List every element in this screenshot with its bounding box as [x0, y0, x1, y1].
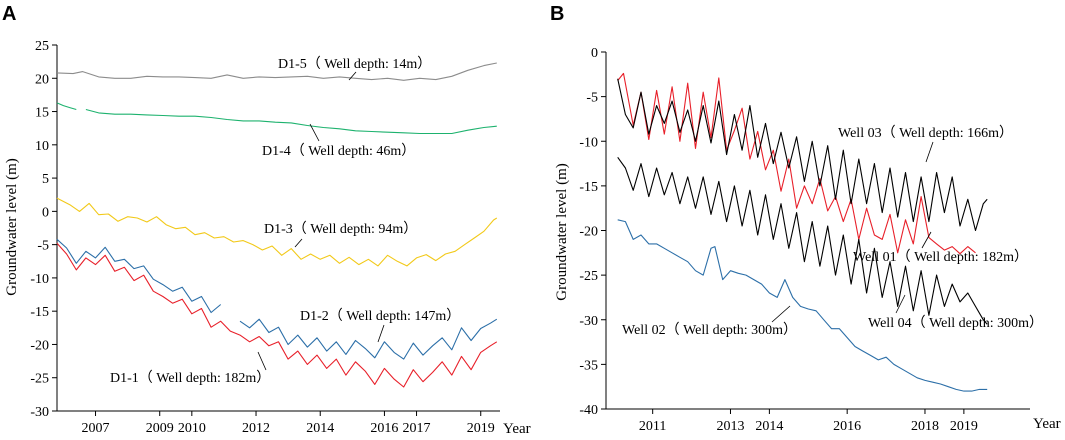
- panel-a-ytick-label: 10: [35, 139, 49, 154]
- panel-b-xtick-label: 2013: [716, 419, 744, 434]
- panel-a-xtick-label: 2019: [467, 421, 495, 436]
- panel-b-yticks: 0 -5 -10 -15 -20 -25 -30 -35 -40: [579, 46, 606, 418]
- panel-a-yticks: 25 20 15 10 5 0 -5 -10 -15 -20 -25 -30: [30, 39, 57, 420]
- panel-a-ytick-label: -5: [37, 239, 49, 254]
- panel-a-xtick-label: 2017: [403, 421, 431, 436]
- panel-a-xtick-label: 2016: [370, 421, 398, 436]
- panel-label-b: B: [550, 3, 564, 25]
- panel-b-ytick-label: -15: [579, 180, 598, 195]
- panel-b-ytick-label: -35: [579, 358, 598, 373]
- series-line-well-02: [617, 219, 988, 392]
- panel-a-ytick-label: -10: [30, 272, 49, 287]
- panel-a-ytick-label: 0: [42, 205, 49, 220]
- panel-a: A Groundwater level (m) Year 25 20 15 10 5 0 -…: [2, 3, 531, 437]
- panel-a-lines: [56, 62, 498, 388]
- series-line-d1-4: [56, 102, 77, 111]
- panel-a-ytick-label: 5: [42, 172, 49, 187]
- panel-a-ytick-label: -30: [30, 405, 49, 420]
- panel-a-xtick-label: 2007: [82, 421, 110, 436]
- well-03-leader: [925, 141, 934, 163]
- panel-a-ytick-label: 25: [35, 39, 49, 54]
- d1-2-annotation: D1-2（ Well depth: 147m）: [300, 308, 460, 324]
- panel-a-xtick-label: 2009: [146, 421, 174, 436]
- panel-b-xtick-label: 2019: [950, 419, 978, 434]
- panel-a-ytick-label: 20: [35, 72, 49, 87]
- panel-b-xtick-label: 2018: [911, 419, 939, 434]
- well-01-leader: [921, 231, 932, 249]
- series-line-d1-1: [56, 242, 498, 388]
- panel-b-xtick-label: 2016: [833, 419, 861, 434]
- panel-label-a: A: [2, 3, 16, 25]
- panel-a-ytick-label: -20: [30, 338, 49, 353]
- series-line-well-04: [617, 156, 988, 325]
- panel-b-ytick-label: -30: [579, 314, 598, 329]
- panel-b: B Groundwater level (m) Year 0 -5 -10 -15 -2…: [550, 3, 1061, 434]
- panel-a-ylabel: Groundwater level (m): [4, 158, 20, 295]
- panel-b-ytick-label: -25: [579, 269, 598, 284]
- panel-a-xticks: 2007 2009 2010 2012 2014 2016 2017 2019: [82, 411, 495, 436]
- d1-3-annotation: D1-3（ Well depth: 94m）: [264, 221, 417, 237]
- series-line-d1-5: [56, 62, 497, 81]
- well-01-annotation: Well 01（ Well depth: 182m）: [853, 249, 1028, 265]
- panel-a-xtick-label: 2012: [242, 421, 270, 436]
- d1-5-annotation: D1-5（ Well depth: 14m）: [278, 56, 431, 72]
- well-02-annotation: Well 02（ Well depth: 300m）: [622, 322, 797, 338]
- series-line-d1-2: [56, 238, 222, 314]
- panel-b-ytick-label: -5: [586, 91, 598, 106]
- panel-a-ytick-label: 15: [35, 106, 49, 121]
- series-line-d1-2: [239, 318, 498, 360]
- d1-1-leader: [257, 351, 267, 371]
- series-line-d1-3: [56, 197, 498, 267]
- well-03-annotation: Well 03（ Well depth: 166m）: [838, 125, 1013, 141]
- d1-1-annotation: D1-1（ Well depth: 182m）: [110, 370, 270, 386]
- d1-5-leader: [348, 71, 357, 81]
- series-line-well-01: [617, 72, 976, 255]
- panel-a-ytick-label: -15: [30, 305, 49, 320]
- series-line-d1-4: [85, 108, 497, 135]
- panel-b-xtick-label: 2011: [639, 419, 666, 434]
- panel-b-xticks: 2011 2013 2014 2016 2018 2019: [639, 409, 978, 434]
- panel-a-xtick-label: 2010: [178, 421, 206, 436]
- panel-a-xlabel: Year: [503, 421, 531, 437]
- panel-b-xtick-label: 2014: [755, 419, 783, 434]
- panel-a-xtick-label: 2014: [306, 421, 334, 436]
- panel-b-ytick-label: -10: [579, 135, 598, 150]
- series-line-well-03: [617, 78, 988, 232]
- panel-b-ytick-label: 0: [591, 46, 598, 61]
- panel-a-ytick-label: -25: [30, 372, 49, 387]
- panel-b-lines: [617, 72, 988, 392]
- d1-4-leader: [309, 123, 320, 142]
- panel-b-ytick-label: -40: [579, 403, 598, 418]
- d1-3-leader: [294, 238, 303, 248]
- d1-4-annotation: D1-4（ Well depth: 46m）: [262, 143, 415, 159]
- panel-b-ylabel: Groundwater level (m): [554, 163, 570, 300]
- well-02-leader: [771, 305, 791, 323]
- well-04-annotation: Well 04（ Well depth: 300m）: [868, 315, 1043, 331]
- d1-2-leader: [377, 324, 385, 343]
- panel-b-ytick-label: -20: [579, 225, 598, 240]
- well-04-leader: [895, 294, 906, 314]
- panel-b-xlabel: Year: [1033, 416, 1061, 432]
